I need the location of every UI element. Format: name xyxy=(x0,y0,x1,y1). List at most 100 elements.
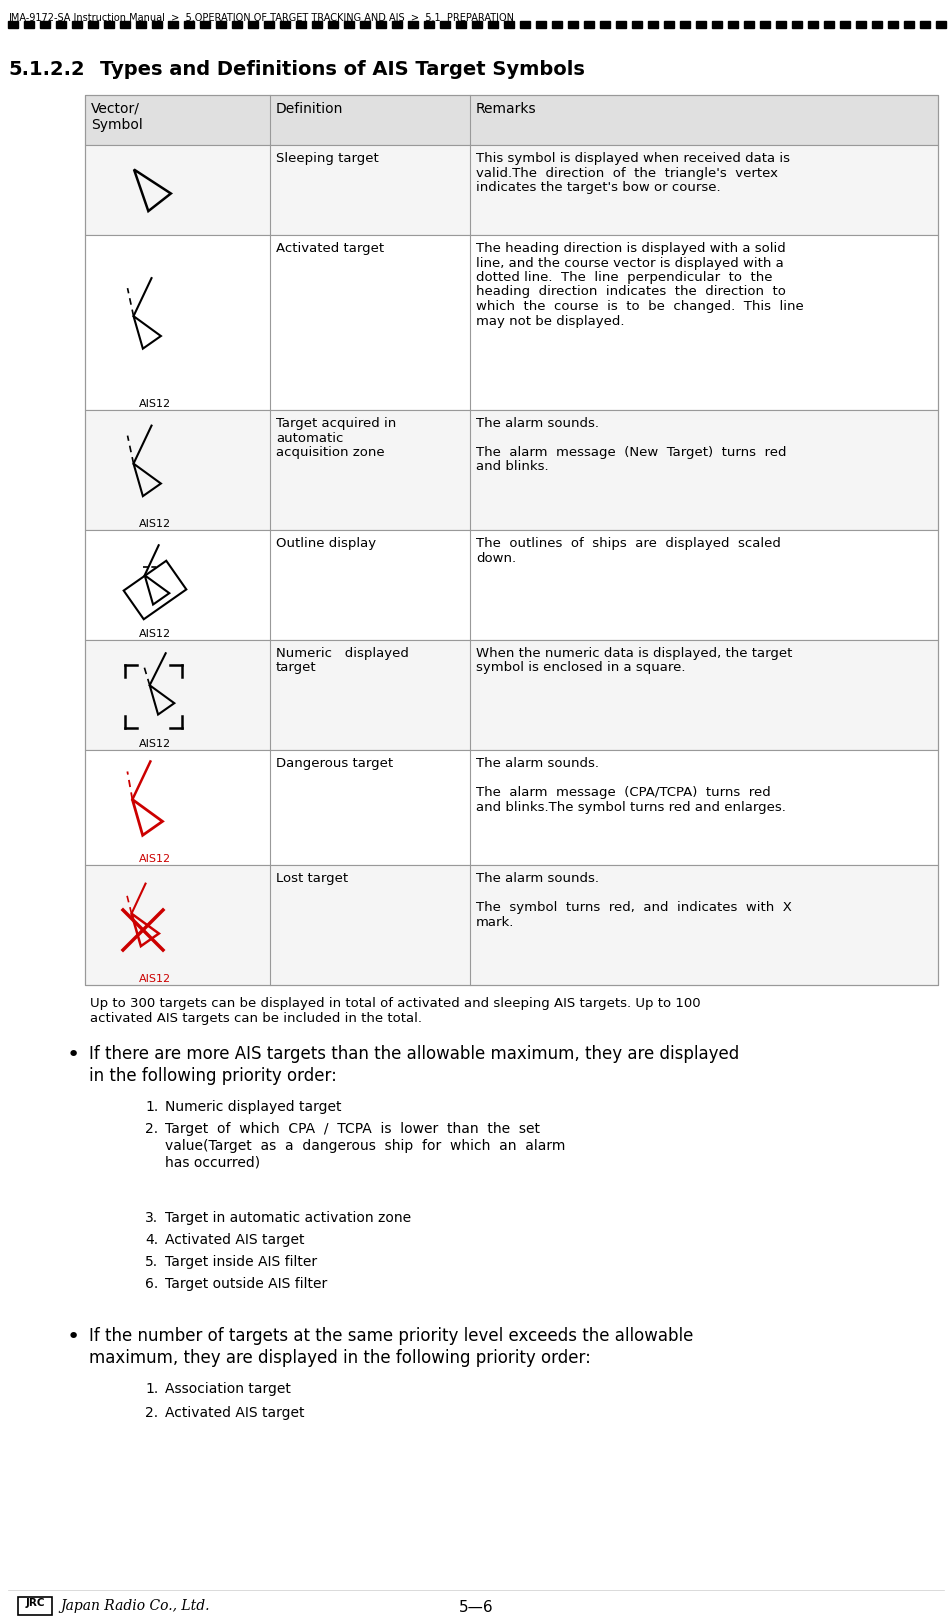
Text: Activated AIS target: Activated AIS target xyxy=(165,1406,305,1421)
Bar xyxy=(744,21,754,28)
Text: The heading direction is displayed with a solid: The heading direction is displayed with … xyxy=(476,241,785,254)
Text: Japan Radio Co., Ltd.: Japan Radio Co., Ltd. xyxy=(60,1599,209,1614)
Text: 1.: 1. xyxy=(145,1100,158,1115)
Text: indicates the target's bow or course.: indicates the target's bow or course. xyxy=(476,181,721,194)
Text: Numeric   displayed: Numeric displayed xyxy=(276,646,408,659)
Bar xyxy=(85,146,938,235)
Text: Numeric displayed target: Numeric displayed target xyxy=(165,1100,342,1115)
Bar xyxy=(536,21,546,28)
Bar xyxy=(376,21,386,28)
Bar xyxy=(712,21,722,28)
Bar xyxy=(792,21,802,28)
Bar xyxy=(760,21,770,28)
Text: heading  direction  indicates  the  direction  to: heading direction indicates the directio… xyxy=(476,285,785,298)
Text: symbol is enclosed in a square.: symbol is enclosed in a square. xyxy=(476,661,685,674)
Bar xyxy=(360,21,370,28)
Bar xyxy=(776,21,786,28)
Bar xyxy=(904,21,914,28)
Text: Up to 300 targets can be displayed in total of activated and sleeping AIS target: Up to 300 targets can be displayed in to… xyxy=(90,996,701,1009)
Text: The  alarm  message  (CPA/TCPA)  turns  red: The alarm message (CPA/TCPA) turns red xyxy=(476,786,771,799)
Bar xyxy=(85,410,938,530)
Text: target: target xyxy=(276,661,317,674)
Text: The  outlines  of  ships  are  displayed  scaled: The outlines of ships are displayed scal… xyxy=(476,536,781,551)
Text: Dangerous target: Dangerous target xyxy=(276,757,393,770)
Bar xyxy=(104,21,114,28)
Text: line, and the course vector is displayed with a: line, and the course vector is displayed… xyxy=(476,256,783,269)
Bar xyxy=(584,21,594,28)
Text: The  alarm  message  (New  Target)  turns  red: The alarm message (New Target) turns red xyxy=(476,446,786,458)
Bar xyxy=(312,21,322,28)
Bar xyxy=(248,21,258,28)
Bar xyxy=(120,21,130,28)
Bar xyxy=(888,21,898,28)
Text: The  symbol  turns  red,  and  indicates  with  X: The symbol turns red, and indicates with… xyxy=(476,901,792,914)
Bar xyxy=(936,21,946,28)
Text: 1.: 1. xyxy=(145,1382,158,1396)
Bar xyxy=(504,21,514,28)
Text: 4.: 4. xyxy=(145,1233,158,1247)
Bar xyxy=(136,21,146,28)
Bar xyxy=(440,21,450,28)
Text: When the numeric data is displayed, the target: When the numeric data is displayed, the … xyxy=(476,646,792,659)
Text: Target acquired in: Target acquired in xyxy=(276,416,396,429)
Text: •: • xyxy=(67,1327,80,1346)
Text: activated AIS targets can be included in the total.: activated AIS targets can be included in… xyxy=(90,1012,422,1025)
Text: 5—6: 5—6 xyxy=(459,1601,493,1615)
Text: which  the  course  is  to  be  changed.  This  line: which the course is to be changed. This … xyxy=(476,300,803,313)
Bar xyxy=(85,750,938,865)
Text: JMA-9172-SA Instruction Manual  >  5.OPERATION OF TARGET TRACKING AND AIS  >  5.: JMA-9172-SA Instruction Manual > 5.OPERA… xyxy=(8,13,514,23)
Bar xyxy=(824,21,834,28)
Text: valid.The  direction  of  the  triangle's  vertex: valid.The direction of the triangle's ve… xyxy=(476,167,778,180)
Text: in the following priority order:: in the following priority order: xyxy=(89,1068,337,1085)
Text: Target inside AIS filter: Target inside AIS filter xyxy=(165,1256,317,1268)
Text: This symbol is displayed when received data is: This symbol is displayed when received d… xyxy=(476,152,790,165)
Text: 2.: 2. xyxy=(145,1406,158,1421)
Bar xyxy=(168,21,178,28)
Text: Target  of  which  CPA  /  TCPA  is  lower  than  the  set: Target of which CPA / TCPA is lower than… xyxy=(165,1123,540,1136)
Bar xyxy=(85,235,938,410)
Bar xyxy=(808,21,818,28)
Bar xyxy=(456,21,466,28)
Text: 5.: 5. xyxy=(145,1256,158,1268)
Bar xyxy=(8,21,18,28)
Text: AIS12: AIS12 xyxy=(139,739,171,748)
Text: Target in automatic activation zone: Target in automatic activation zone xyxy=(165,1212,411,1225)
Text: AIS12: AIS12 xyxy=(139,974,171,983)
Text: AIS12: AIS12 xyxy=(139,629,171,638)
Text: The alarm sounds.: The alarm sounds. xyxy=(476,416,599,429)
Text: Target outside AIS filter: Target outside AIS filter xyxy=(165,1277,327,1291)
Text: Vector/
Symbol: Vector/ Symbol xyxy=(91,102,143,133)
Bar xyxy=(280,21,290,28)
Bar xyxy=(488,21,498,28)
Text: and blinks.The symbol turns red and enlarges.: and blinks.The symbol turns red and enla… xyxy=(476,800,785,813)
Text: mark.: mark. xyxy=(476,915,514,928)
Bar xyxy=(216,21,226,28)
Bar xyxy=(344,21,354,28)
Bar xyxy=(424,21,434,28)
Bar xyxy=(264,21,274,28)
Text: Association target: Association target xyxy=(165,1382,291,1396)
Bar xyxy=(856,21,866,28)
Text: 3.: 3. xyxy=(145,1212,158,1225)
Text: AIS12: AIS12 xyxy=(139,854,171,863)
Text: Definition: Definition xyxy=(276,102,344,117)
Bar xyxy=(408,21,418,28)
Bar xyxy=(728,21,738,28)
Text: 6.: 6. xyxy=(145,1277,158,1291)
Bar xyxy=(648,21,658,28)
Bar xyxy=(200,21,210,28)
Bar xyxy=(472,21,482,28)
Bar xyxy=(632,21,642,28)
Text: Outline display: Outline display xyxy=(276,536,376,551)
Text: AIS12: AIS12 xyxy=(139,518,171,530)
Bar xyxy=(552,21,562,28)
Bar xyxy=(85,865,938,985)
Text: Activated AIS target: Activated AIS target xyxy=(165,1233,305,1247)
Bar xyxy=(920,21,930,28)
Bar xyxy=(88,21,98,28)
Text: 2.: 2. xyxy=(145,1123,158,1136)
Bar xyxy=(600,21,610,28)
Text: Sleeping target: Sleeping target xyxy=(276,152,379,165)
Bar xyxy=(296,21,306,28)
Bar xyxy=(18,1597,52,1615)
